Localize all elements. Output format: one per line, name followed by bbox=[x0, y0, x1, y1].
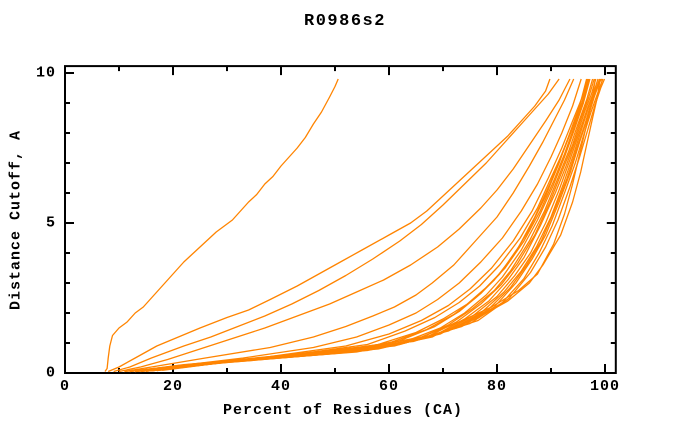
x-tick-label: 40 bbox=[270, 378, 292, 395]
x-tick-label: 60 bbox=[378, 378, 400, 395]
model-curve bbox=[129, 78, 589, 373]
x-axis-label: Percent of Residues (CA) bbox=[222, 402, 464, 419]
plot-frame bbox=[64, 65, 617, 374]
x-tick-label: 0 bbox=[59, 378, 71, 395]
model-curve bbox=[162, 78, 606, 371]
model-curve bbox=[104, 78, 339, 372]
y-axis-label: Distance Cutoff, A bbox=[7, 129, 25, 311]
model-curve bbox=[118, 78, 571, 373]
model-curve bbox=[140, 78, 595, 373]
model-curve bbox=[129, 78, 588, 373]
x-tick-label: 100 bbox=[589, 378, 621, 395]
y-tick-label: 10 bbox=[35, 64, 56, 82]
model-curve bbox=[124, 78, 575, 373]
model-curve bbox=[156, 78, 604, 372]
chart-title: R0986s2 bbox=[304, 12, 386, 31]
model-curve bbox=[145, 78, 601, 372]
model-curve bbox=[124, 78, 582, 373]
model-curve bbox=[151, 78, 602, 372]
y-tick-label: 5 bbox=[45, 214, 56, 232]
x-tick-label: 80 bbox=[486, 378, 508, 395]
model-curve bbox=[113, 78, 560, 373]
y-tick-label: 0 bbox=[45, 364, 56, 382]
model-curve bbox=[107, 78, 551, 373]
model-curve bbox=[151, 78, 596, 372]
x-tick-label: 20 bbox=[162, 378, 184, 395]
model-curve bbox=[140, 78, 594, 373]
